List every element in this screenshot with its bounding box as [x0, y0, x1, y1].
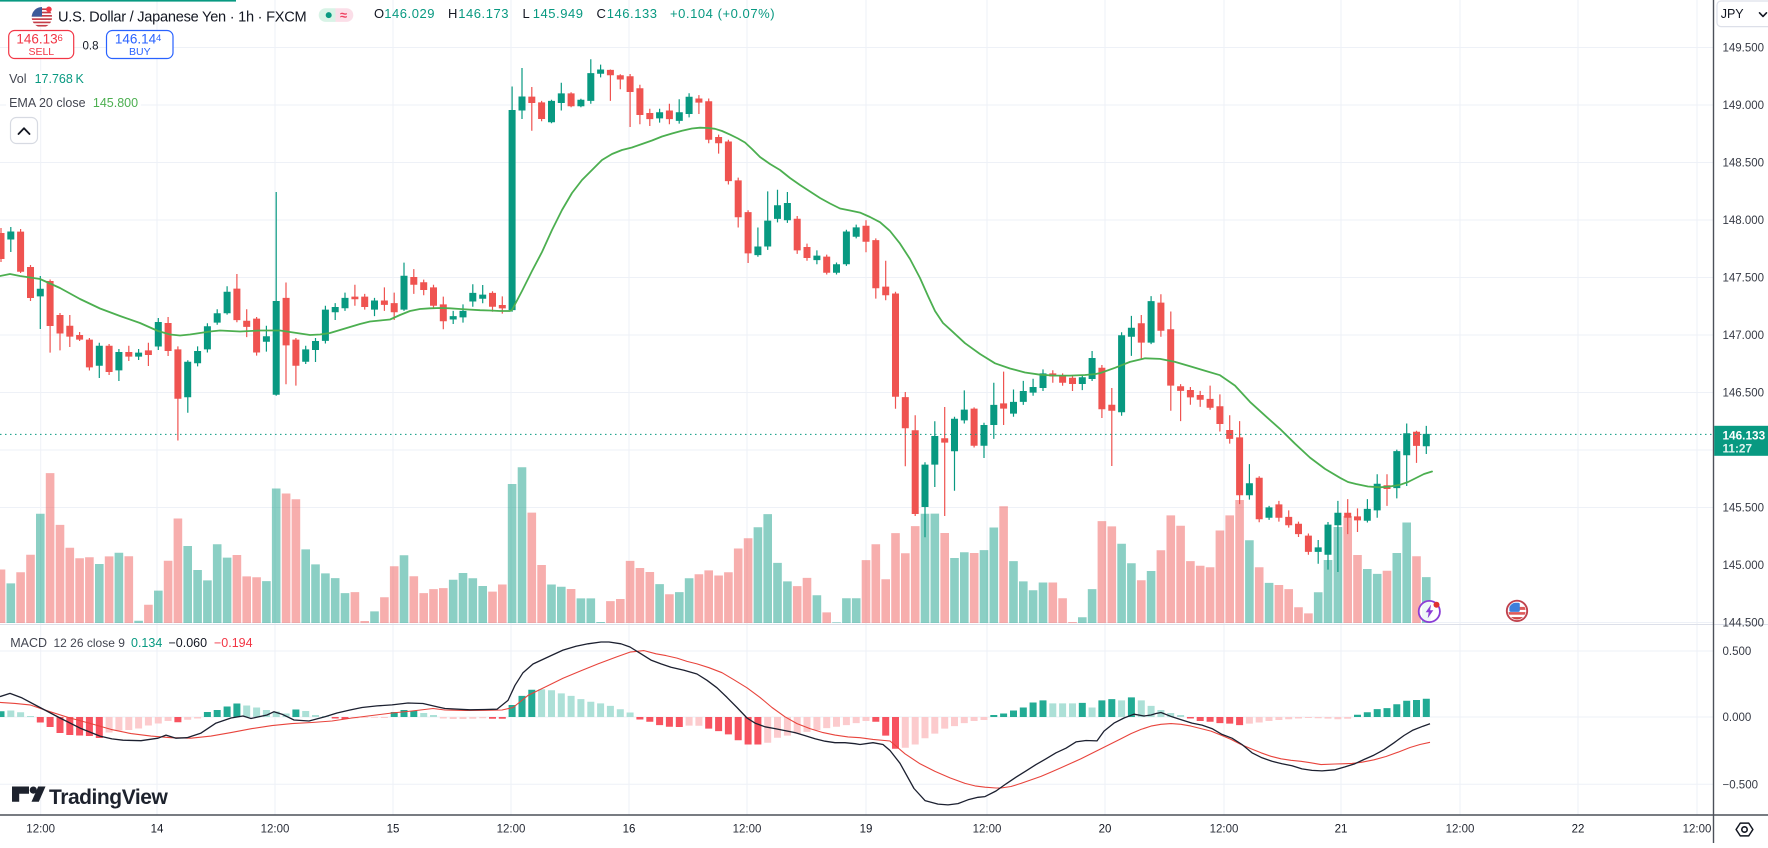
svg-text:22: 22 [1572, 824, 1585, 836]
svg-text:146.133: 146.133 [607, 6, 658, 21]
svg-text:12:00: 12:00 [973, 824, 1002, 836]
svg-text:16: 16 [623, 824, 636, 836]
svg-text:6: 6 [58, 33, 63, 44]
svg-text:12:00: 12:00 [497, 824, 526, 836]
svg-text:146.029: 146.029 [384, 6, 435, 21]
svg-text:−0.500: −0.500 [1723, 780, 1759, 792]
svg-text:JPY: JPY [1721, 7, 1745, 21]
svg-text:21: 21 [1335, 824, 1348, 836]
svg-text:145.800: 145.800 [93, 96, 138, 110]
svg-text:12:00: 12:00 [261, 824, 290, 836]
svg-text:19: 19 [860, 824, 873, 836]
svg-text:12:00: 12:00 [1446, 824, 1475, 836]
svg-text:145.000: 145.000 [1723, 560, 1765, 572]
svg-text:145.500: 145.500 [1723, 503, 1765, 515]
svg-text:12:00: 12:00 [1683, 824, 1712, 836]
svg-text:0.500: 0.500 [1723, 646, 1752, 658]
svg-text:149.500: 149.500 [1723, 43, 1765, 55]
svg-text:17.768: 17.768 [35, 72, 73, 86]
svg-text:146.500: 146.500 [1723, 388, 1765, 400]
svg-text:147.000: 147.000 [1723, 330, 1765, 342]
svg-text:4: 4 [156, 33, 161, 44]
svg-text:149.000: 149.000 [1723, 100, 1765, 112]
svg-text:20: 20 [1099, 824, 1112, 836]
svg-text:12:00: 12:00 [1210, 824, 1239, 836]
svg-text:H: H [448, 6, 458, 21]
svg-text:0.8: 0.8 [83, 41, 99, 53]
svg-text:0.000: 0.000 [1723, 712, 1752, 724]
svg-text:K: K [76, 72, 85, 86]
svg-text:145.949: 145.949 [533, 6, 584, 21]
svg-text:0.134: 0.134 [131, 636, 162, 650]
svg-text:144.500: 144.500 [1723, 618, 1765, 630]
svg-text:146.14: 146.14 [115, 32, 157, 47]
svg-text:148.500: 148.500 [1723, 158, 1765, 170]
svg-text:146.173: 146.173 [458, 6, 509, 21]
svg-text:147.500: 147.500 [1723, 273, 1765, 285]
svg-text:−0.194: −0.194 [214, 636, 253, 650]
svg-text:+0.104 (+0.07%): +0.104 (+0.07%) [670, 6, 775, 21]
svg-text:MACD: MACD [10, 636, 47, 650]
svg-text:Vol: Vol [9, 72, 26, 86]
svg-text:146.133: 146.133 [1723, 429, 1766, 443]
svg-text:U.S. Dollar / Japanese Yen · 1: U.S. Dollar / Japanese Yen · 1h · FXCM [58, 10, 306, 26]
svg-text:15: 15 [387, 824, 400, 836]
svg-text:L: L [523, 6, 531, 21]
svg-text:EMA 20 close: EMA 20 close [9, 96, 85, 110]
svg-text:11:27: 11:27 [1723, 442, 1753, 456]
svg-text:148.000: 148.000 [1723, 215, 1765, 227]
svg-text:146.13: 146.13 [16, 32, 57, 47]
svg-text:C: C [597, 6, 607, 21]
svg-text:14: 14 [151, 824, 164, 836]
svg-text:−0.060: −0.060 [169, 636, 208, 650]
svg-text:O: O [374, 6, 385, 21]
svg-text:≈: ≈ [340, 8, 347, 23]
svg-text:12 26 close 9: 12 26 close 9 [54, 636, 126, 650]
svg-text:TradingView: TradingView [49, 786, 168, 809]
svg-text:12:00: 12:00 [26, 824, 55, 836]
svg-text:SELL: SELL [28, 46, 54, 58]
svg-text:BUY: BUY [129, 46, 151, 58]
svg-text:12:00: 12:00 [733, 824, 762, 836]
